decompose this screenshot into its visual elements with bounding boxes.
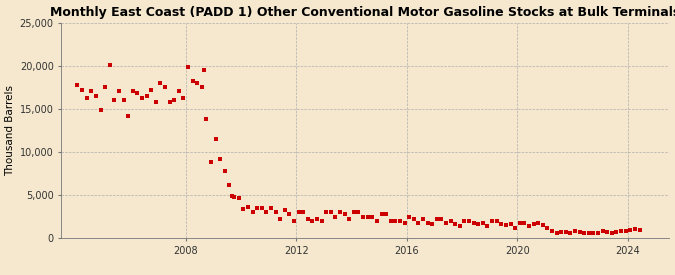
Title: Monthly East Coast (PADD 1) Other Conventional Motor Gasoline Stocks at Bulk Ter: Monthly East Coast (PADD 1) Other Conven… (50, 6, 675, 18)
Y-axis label: Thousand Barrels: Thousand Barrels (5, 85, 16, 176)
